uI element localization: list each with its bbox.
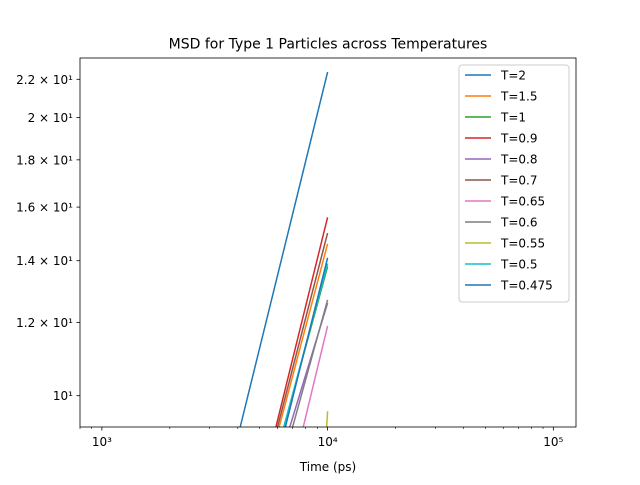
y-tick-label: 2 × 10¹ [28, 111, 74, 125]
y-tick-label: 10¹ [53, 389, 73, 403]
series-line-T=0.6 [291, 299, 329, 427]
y-tick-label: 1.4 × 10¹ [16, 254, 73, 268]
legend-entry: T=1 [500, 111, 526, 125]
chart-title: MSD for Type 1 Particles across Temperat… [169, 37, 488, 53]
series-line-T=0.7 [276, 232, 329, 427]
series-line-T=0.65 [302, 325, 329, 427]
legend-entry: T=0.8 [500, 153, 537, 167]
x-axis-label: Time (ps) [299, 460, 356, 474]
legend-entry: T=0.9 [500, 132, 537, 146]
series-line-T=0.9 [275, 217, 329, 427]
x-tick-label: 10⁵ [543, 435, 563, 449]
legend-entry: T=2 [500, 69, 526, 83]
legend-entry: T=0.5 [500, 258, 537, 272]
y-tick-label: 1.6 × 10¹ [16, 201, 73, 215]
legend-entry: T=0.55 [500, 237, 545, 251]
y-tick-label: 1.2 × 10¹ [16, 316, 73, 330]
legend-entry: T=0.7 [500, 174, 537, 188]
legend-entry: T=0.6 [500, 216, 537, 230]
series-line-T=1.5 [278, 243, 329, 427]
x-tick-label: 10³ [92, 435, 112, 449]
y-tick-label: 2.2 × 10¹ [16, 73, 73, 87]
y-tick-label: 1.8 × 10¹ [16, 153, 73, 167]
series-line-T=0.475 [284, 257, 329, 427]
legend-entry: T=1.5 [500, 90, 537, 104]
legend-entry: T=0.65 [500, 195, 545, 209]
series-line-T=0.55 [325, 411, 329, 427]
legend-entry: T=0.475 [500, 279, 553, 293]
x-tick-label: 10⁴ [318, 435, 338, 449]
series-line-T=2 [239, 71, 329, 427]
